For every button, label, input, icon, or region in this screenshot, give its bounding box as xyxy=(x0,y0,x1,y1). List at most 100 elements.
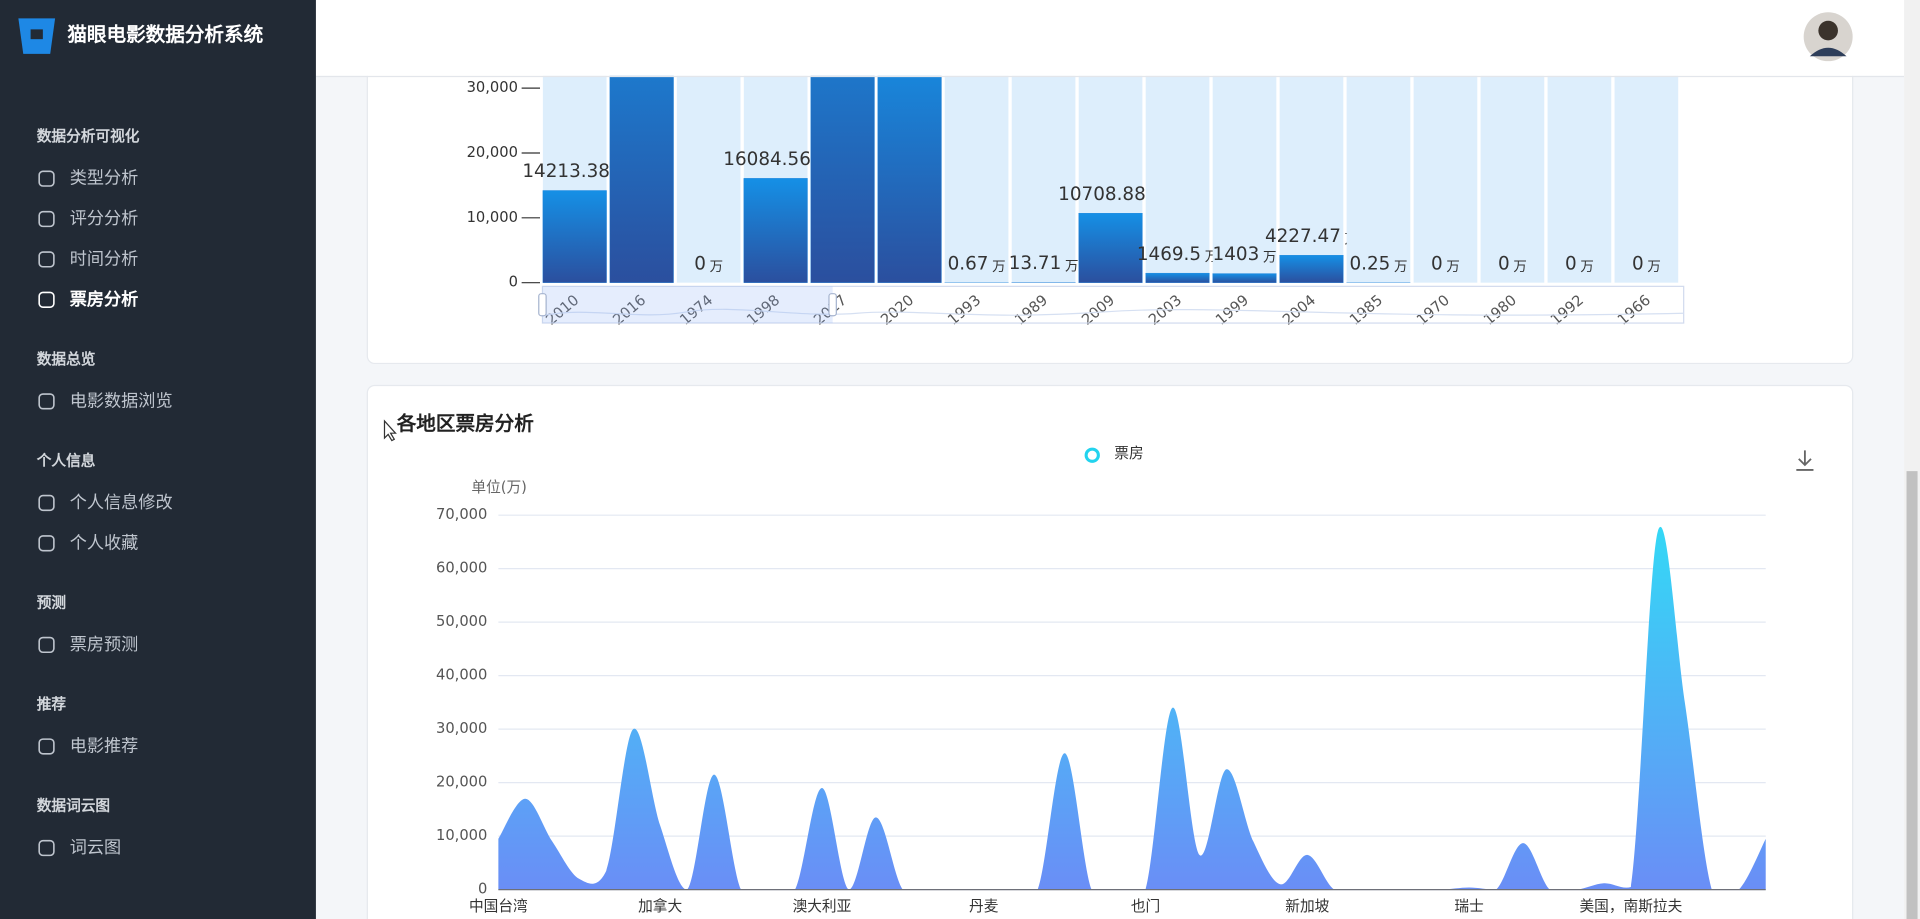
chart-title: 各地区票房分析 xyxy=(396,412,535,435)
bar xyxy=(1078,213,1143,283)
nav-group: 预测 xyxy=(37,593,66,611)
x-tick-label: 也门 xyxy=(1131,898,1160,915)
download-icon[interactable] xyxy=(1796,450,1814,471)
y-tick-label: 10,000 xyxy=(436,827,487,844)
sidebar-bg xyxy=(0,0,316,919)
value-number: 16084.56 xyxy=(723,149,811,170)
download-glyph[interactable] xyxy=(1796,450,1814,471)
nav-item[interactable]: 票房分析 xyxy=(70,289,139,310)
nav-item[interactable]: 评分分析 xyxy=(70,209,139,229)
value-unit: 万 xyxy=(1065,260,1078,275)
value-label: 13.71 万 xyxy=(1009,253,1079,274)
nav-item[interactable]: 电影数据浏览 xyxy=(70,391,173,411)
nav-item[interactable]: 个人信息修改 xyxy=(70,493,173,513)
nav-icon[interactable] xyxy=(38,393,55,410)
value-unit: 万 xyxy=(710,260,723,275)
value-number: 0.25 xyxy=(1349,253,1390,274)
cursor xyxy=(383,419,397,442)
legend-label[interactable]: 票房 xyxy=(1114,445,1143,462)
value-number: 0 xyxy=(694,253,706,274)
value-number: 10708.88 xyxy=(1058,184,1146,205)
value-number: 0 xyxy=(1498,253,1510,274)
y-tick-label: 40,000 xyxy=(436,667,487,684)
nav-group: 数据分析可视化 xyxy=(37,127,140,145)
nav-icon[interactable] xyxy=(38,170,55,187)
x-tick-label: 澳大利亚 xyxy=(793,898,852,915)
bar xyxy=(1279,255,1344,283)
nav-icon[interactable] xyxy=(38,636,55,654)
zoom-handle[interactable] xyxy=(828,293,837,317)
value-unit: 万 xyxy=(1446,260,1459,275)
value-unit: 万 xyxy=(1647,260,1660,275)
nav-icon[interactable] xyxy=(38,494,55,512)
header-bg xyxy=(315,0,1905,76)
value-unit: 万 xyxy=(1580,260,1593,275)
y-tick-label: 30,000 xyxy=(467,79,518,96)
avatar-face xyxy=(1818,20,1838,41)
nav-item[interactable]: 类型分析 xyxy=(70,169,139,189)
nav-icon[interactable] xyxy=(38,535,55,552)
nav-group: 数据词云图 xyxy=(37,796,110,814)
scrollbar[interactable] xyxy=(1904,0,1920,919)
zoom-handle[interactable] xyxy=(538,293,547,317)
nav-item[interactable]: 个人收藏 xyxy=(70,533,139,553)
card xyxy=(366,384,1854,919)
y-tick-label: 20,000 xyxy=(436,774,487,791)
value-number: 0.67 xyxy=(948,253,989,274)
nav-icon[interactable] xyxy=(38,251,55,268)
value-number: 1469.5 xyxy=(1137,244,1201,265)
area xyxy=(498,526,1766,890)
data-zoom[interactable] xyxy=(538,285,1685,324)
y-tick-label: 0 xyxy=(509,274,518,291)
sidebar: 猫眼电影数据分析系统 数据分析可视化类型分析评分分析时间分析票房分析数据总览电影… xyxy=(0,0,316,919)
bar xyxy=(542,190,607,283)
x-tick-label: 加拿大 xyxy=(638,897,682,915)
y-axis-label: 单位(万) xyxy=(471,479,526,496)
nav-item[interactable]: 票房预测 xyxy=(70,635,139,655)
nav-item[interactable]: 词云图 xyxy=(70,838,121,858)
app-title: 猫眼电影数据分析系统 xyxy=(67,23,263,46)
nav-item[interactable]: 电影推荐 xyxy=(70,736,139,756)
value-label: 1403 万 xyxy=(1213,244,1277,265)
legend-marker[interactable] xyxy=(1084,447,1100,463)
value-label: 0.67 万 xyxy=(948,253,1006,274)
y-tick-label: 10,000 xyxy=(467,209,518,226)
x-tick-label: 丹麦 xyxy=(969,898,999,915)
value-number: 4227.47 xyxy=(1265,226,1341,247)
y-tick-label: 30,000 xyxy=(436,720,487,737)
value-unit: 万 xyxy=(1394,260,1407,275)
x-tick-label: 新加坡 xyxy=(1285,898,1329,915)
bar xyxy=(743,178,808,283)
area-chart: 各地区票房分析 单位(万) 0 10,000 20,000 30,000 40,000 5… xyxy=(383,412,1814,915)
nav-icon[interactable] xyxy=(38,738,55,755)
nav-icon[interactable] xyxy=(38,210,55,228)
avatar-body xyxy=(1809,47,1847,57)
nav-icon[interactable] xyxy=(38,839,55,857)
y-tick-label: 0 xyxy=(478,881,487,898)
value-number: 13.71 xyxy=(1009,253,1062,274)
scroll-thumb[interactable] xyxy=(1906,471,1918,919)
x-tick-label: 瑞士 xyxy=(1454,898,1483,915)
bar xyxy=(1145,272,1210,283)
y-tick-label: 70,000 xyxy=(436,506,487,523)
value-number: 0 xyxy=(1632,253,1644,274)
header xyxy=(315,0,1905,78)
nav-group: 推荐 xyxy=(37,695,67,713)
zoom-window[interactable] xyxy=(542,286,833,324)
nav-item[interactable]: 时间分析 xyxy=(70,249,139,269)
value-number: 1403 xyxy=(1213,244,1260,265)
nav-icon[interactable] xyxy=(38,291,55,308)
nav-group: 个人信息 xyxy=(36,451,96,469)
y-tick-label: 20,000 xyxy=(467,144,518,161)
nav-group: 数据总览 xyxy=(37,350,96,368)
y-tick-label: 60,000 xyxy=(436,560,487,577)
x-tick-label: 中国台湾 xyxy=(469,898,528,915)
value-unit: 万 xyxy=(1513,260,1526,275)
